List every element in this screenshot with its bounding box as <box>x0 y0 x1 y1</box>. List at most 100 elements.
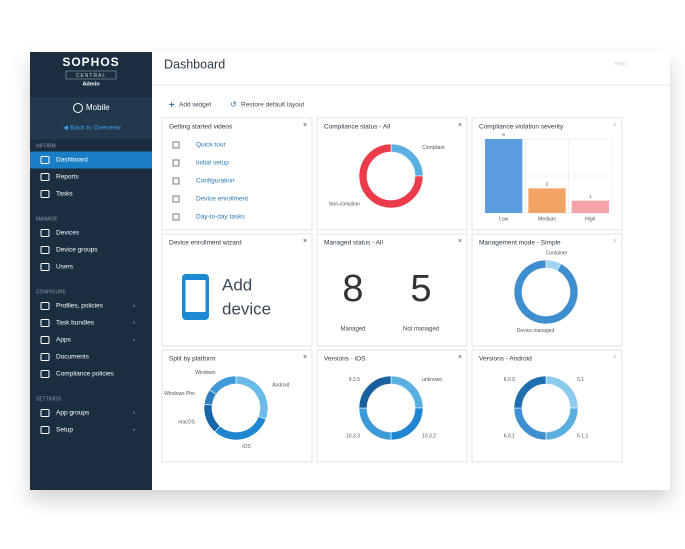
widget-close[interactable]: × <box>613 122 617 129</box>
bar-value: 6 <box>502 132 505 137</box>
active-item <box>30 151 152 169</box>
widget-close[interactable]: × <box>458 354 462 361</box>
bar <box>571 200 609 213</box>
product-box <box>65 70 117 80</box>
video-link[interactable]: Initial setup <box>196 160 229 167</box>
video-link[interactable]: Day-to-day tasks <box>196 214 246 221</box>
nav-item[interactable]: Documents <box>56 354 90 361</box>
widget-close[interactable]: × <box>458 238 462 245</box>
back-link[interactable]: Back to Overview <box>70 125 121 132</box>
wizard-text[interactable]: Add <box>222 275 252 294</box>
nav-item[interactable]: Reports <box>56 174 80 181</box>
help-link[interactable]: Help <box>614 61 625 67</box>
donut-label: Container <box>546 250 568 256</box>
page-title: Dashboard <box>164 57 225 71</box>
submenu-arrow: › <box>133 321 135 327</box>
video-icon <box>172 177 180 185</box>
nav-item[interactable]: Devices <box>56 230 80 237</box>
donut-segment <box>358 143 424 209</box>
nav-icon <box>40 173 50 181</box>
widget-title: Getting started videos <box>169 124 233 131</box>
bar-category: Medium <box>538 216 556 222</box>
widget-close[interactable]: × <box>458 122 462 129</box>
context-icon <box>73 103 83 113</box>
nav-icon <box>40 302 50 310</box>
donut-label: Windows Pho <box>164 391 195 397</box>
donut-label: 5.1 <box>577 377 584 383</box>
widget <box>161 117 313 231</box>
widget-title: Versions - iOS <box>324 356 366 363</box>
video-link[interactable]: Configuration <box>196 178 235 185</box>
nav-icon <box>40 353 50 361</box>
widget-title: Device enrollment wizard <box>169 240 242 247</box>
donut-label: 9.3.5 <box>349 377 360 383</box>
bar-value: 2 <box>546 182 549 187</box>
widget-close[interactable]: × <box>303 122 307 129</box>
widget <box>316 117 468 231</box>
brand: SOPHOS <box>62 55 119 69</box>
widget-close[interactable]: × <box>303 238 307 245</box>
add-widget[interactable]: Add widget <box>179 102 211 109</box>
widget-close[interactable]: × <box>303 354 307 361</box>
submenu-arrow: › <box>133 411 135 417</box>
nav-icon <box>40 319 50 327</box>
count-value: 5 <box>410 268 431 310</box>
widget-close[interactable]: × <box>613 238 617 245</box>
widget <box>471 349 623 463</box>
nav-item[interactable]: Compliance policies <box>56 371 115 378</box>
nav-item[interactable]: Device groups <box>56 247 98 254</box>
bar-value: 1 <box>589 194 592 199</box>
nav-item[interactable]: Users <box>56 264 74 271</box>
submenu-arrow: › <box>133 338 135 344</box>
nav-icon <box>40 246 50 254</box>
count-value: 8 <box>342 268 363 310</box>
widget-title: Compliance status - All <box>324 124 391 131</box>
widget <box>316 233 468 347</box>
nav-icon <box>40 426 50 434</box>
video-icon <box>172 141 180 149</box>
context-band <box>30 97 152 139</box>
section-title: MANAGE <box>36 216 58 222</box>
wizard-text[interactable]: device <box>222 299 271 318</box>
donut-label: Windows <box>195 370 216 376</box>
widget-close[interactable]: × <box>613 354 617 361</box>
nav-icon <box>40 409 50 417</box>
nav-icon <box>40 336 50 344</box>
video-link[interactable]: Quick tour <box>196 142 226 149</box>
restore-layout[interactable]: Restore default layout <box>241 102 304 109</box>
donut-label: 8.0.0 <box>504 377 515 383</box>
nav-item[interactable]: Task bundles <box>56 320 95 327</box>
nav-item[interactable]: Apps <box>56 337 72 344</box>
nav-item[interactable]: Tasks <box>56 191 73 198</box>
nav-item[interactable]: App groups <box>56 410 90 417</box>
donut-segment <box>513 259 579 325</box>
widget <box>471 233 623 347</box>
nav-icon <box>40 229 50 237</box>
nav-item[interactable]: Setup <box>56 427 73 434</box>
nav-item[interactable]: Profiles, policies <box>56 303 104 310</box>
donut-label: Device managed <box>517 328 555 334</box>
widget-title: Compliance violation severity <box>479 124 564 131</box>
video-link[interactable]: Device enrollment <box>196 196 248 203</box>
widget-title: Management mode - Simple <box>479 240 561 247</box>
widget-title: Split by platform <box>169 356 216 363</box>
section-title: INFORM <box>36 143 56 149</box>
nav-item[interactable]: Dashboard <box>56 157 88 164</box>
donut-label: 10.3.3 <box>346 434 360 440</box>
video-icon <box>172 195 180 203</box>
nav-icon <box>40 370 50 378</box>
nav-icon <box>40 263 50 271</box>
widget-title: Versions - Android <box>479 356 532 363</box>
widget <box>161 349 313 463</box>
count-label: Managed <box>340 327 365 333</box>
back-arrow: ◀ <box>63 125 69 132</box>
donut-label: 5.1.1 <box>577 434 588 440</box>
donut-label: Non-complian <box>329 202 360 208</box>
header <box>152 52 670 85</box>
add-icon: + <box>169 99 174 109</box>
donut-segment <box>358 375 392 409</box>
bar <box>528 188 566 213</box>
product: CENTRAL <box>76 73 106 79</box>
role: Admin <box>82 81 100 87</box>
